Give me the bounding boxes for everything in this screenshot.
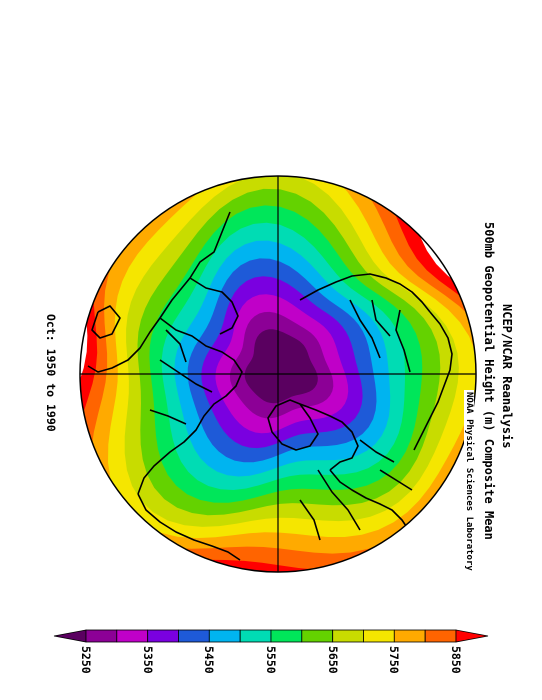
colorbar-tick-5550: 5550 bbox=[264, 646, 278, 674]
colorbar-arrow-left bbox=[53, 629, 87, 643]
colorbar-segment bbox=[85, 629, 118, 643]
colorbar bbox=[53, 629, 489, 643]
colorbar-segment bbox=[332, 629, 364, 643]
title-line-2: 500mb Geopotential Height (m) Composite … bbox=[482, 222, 496, 540]
map-boundary bbox=[79, 175, 477, 573]
coastline-canada bbox=[137, 317, 243, 495]
colorbar-segment bbox=[424, 629, 457, 643]
colorbar-segment bbox=[393, 629, 426, 643]
coastlines bbox=[87, 211, 463, 561]
colorbar-segment bbox=[147, 629, 179, 643]
coastline-alaska bbox=[91, 305, 121, 339]
colorbar-segment bbox=[301, 629, 333, 643]
colorbar-tick-5350: 5350 bbox=[140, 646, 155, 674]
coastline-hudson bbox=[189, 277, 239, 335]
colorbar-segment bbox=[178, 629, 210, 643]
period-label: Oct: 1950 to 1990 bbox=[44, 314, 58, 432]
borders-europe bbox=[299, 299, 413, 541]
coastline-scandinavia bbox=[299, 403, 359, 471]
colorbar-arrow-right bbox=[455, 629, 489, 643]
borders-americas bbox=[149, 329, 213, 425]
contour-fill-layers bbox=[80, 176, 476, 572]
colorbar-segment bbox=[239, 629, 272, 643]
title-line-1: NCEP/NCAR Reanalysis bbox=[500, 304, 514, 449]
colorbar-segment bbox=[363, 629, 395, 643]
coastline-siberia bbox=[299, 273, 431, 313]
colorbar-tick-5650: 5650 bbox=[325, 646, 340, 674]
colorbar-tick-5850: 5850 bbox=[449, 646, 463, 674]
colorbar-tick-5750: 5750 bbox=[387, 646, 402, 674]
contour-band-13 bbox=[244, 329, 318, 404]
colorbar-tick-5450: 5450 bbox=[202, 646, 217, 674]
coastline-greenland bbox=[267, 399, 319, 451]
coastline-asia-east bbox=[413, 311, 453, 451]
credit-label: NOAA Physical Sciences Laboratory bbox=[464, 390, 474, 573]
colorbar-segment bbox=[208, 629, 241, 643]
colorbar-tick-5250: 5250 bbox=[79, 646, 93, 674]
colorbar-segment bbox=[270, 629, 303, 643]
coastline-west-us bbox=[137, 493, 241, 561]
colorbar-segment bbox=[116, 629, 149, 643]
